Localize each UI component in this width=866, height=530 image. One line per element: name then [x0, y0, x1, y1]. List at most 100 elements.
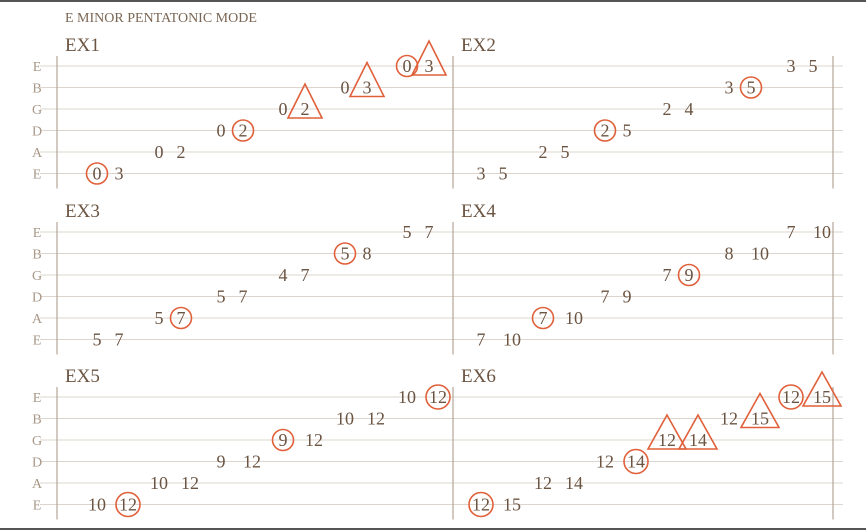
- triangle-mark: [348, 60, 386, 98]
- fret-number: 10: [565, 308, 583, 328]
- fret-number: 8: [363, 244, 372, 264]
- fret-number: 3: [725, 78, 734, 98]
- fret-number: 5: [217, 287, 226, 307]
- circle-mark: [468, 491, 494, 518]
- triangle-mark: [410, 39, 448, 76]
- string-label: A: [32, 477, 43, 492]
- fret-number: 2: [663, 99, 672, 119]
- circle-mark: [271, 428, 295, 452]
- fret-number: 12: [367, 409, 385, 429]
- fret-number: 9: [685, 265, 694, 285]
- exercise-label: EX6: [461, 366, 496, 387]
- fret-number: 14: [627, 452, 645, 472]
- fret-number: 0: [155, 142, 164, 162]
- fret-number: 0: [217, 121, 226, 141]
- fret-number: 9: [217, 452, 226, 472]
- triangle-mark: [677, 413, 719, 450]
- triangle-mark: [646, 413, 688, 450]
- fret-number: 3: [425, 56, 434, 76]
- fret-number: 15: [751, 409, 769, 429]
- fret-number: 12: [782, 387, 800, 407]
- fret-number: 7: [663, 265, 672, 285]
- fret-number: 10: [751, 244, 769, 264]
- circle-mark: [333, 242, 357, 265]
- fret-number: 3: [363, 78, 372, 98]
- fret-number: 7: [239, 287, 248, 307]
- fret-number: 7: [787, 222, 796, 242]
- circle-mark: [425, 384, 451, 410]
- fret-number: 15: [503, 495, 521, 515]
- fret-number: 0: [341, 78, 350, 98]
- fret-number: 9: [279, 430, 288, 450]
- string-label: D: [32, 456, 42, 471]
- fret-number: 10: [88, 495, 106, 515]
- fret-number: 12: [243, 452, 261, 472]
- string-label: G: [32, 434, 42, 449]
- fret-number: 7: [539, 308, 548, 328]
- page-title: E MINOR PENTATONIC MODE: [65, 11, 257, 26]
- fret-number: 7: [477, 330, 486, 350]
- fret-number: 12: [429, 387, 447, 407]
- fret-number: 4: [279, 265, 288, 285]
- fret-number: 10: [813, 222, 831, 242]
- exercise-label: EX4: [461, 201, 496, 222]
- circle-mark: [531, 306, 555, 330]
- fret-number: 3: [115, 164, 124, 184]
- fret-number: 7: [115, 330, 124, 350]
- fret-number: 4: [685, 99, 694, 119]
- fret-number: 5: [341, 244, 350, 264]
- fret-number: 12: [472, 495, 490, 515]
- fret-number: 5: [623, 121, 632, 141]
- string-label: G: [32, 269, 42, 284]
- circle-mark: [593, 119, 617, 142]
- circle-mark: [677, 263, 701, 287]
- fret-number: 14: [689, 430, 707, 450]
- fret-number: 7: [425, 222, 434, 242]
- fret-number: 12: [181, 473, 199, 493]
- fret-number: 7: [301, 265, 310, 285]
- circle-mark: [739, 76, 763, 99]
- fret-number: 12: [305, 430, 323, 450]
- string-label: G: [32, 103, 42, 118]
- fret-number: 7: [601, 287, 610, 307]
- string-label: D: [32, 291, 42, 306]
- circle-mark: [169, 306, 193, 330]
- fret-number: 3: [787, 56, 796, 76]
- circle-mark: [85, 162, 109, 185]
- exercise-label: EX3: [65, 201, 100, 222]
- string-label: D: [32, 125, 42, 140]
- fret-number: 14: [565, 473, 583, 493]
- fret-number: 10: [336, 409, 354, 429]
- exercise-label: EX5: [65, 366, 100, 387]
- fret-number: 2: [177, 142, 186, 162]
- string-label: E: [33, 391, 42, 406]
- fret-number: 5: [403, 222, 412, 242]
- string-label: A: [32, 312, 43, 327]
- triangle-mark: [286, 82, 324, 119]
- fret-number: 0: [279, 99, 288, 119]
- circle-mark: [623, 448, 649, 475]
- string-label: E: [33, 168, 42, 183]
- fret-number: 5: [499, 164, 508, 184]
- exercise-label: EX1: [65, 35, 100, 56]
- triangle-mark: [739, 391, 781, 429]
- fret-number: 10: [503, 330, 521, 350]
- fret-number: 10: [398, 387, 416, 407]
- string-label: A: [32, 146, 43, 161]
- circle-mark: [231, 119, 255, 142]
- fret-number: 12: [658, 430, 676, 450]
- string-label: B: [32, 82, 41, 97]
- fret-number: 2: [239, 121, 248, 141]
- fret-number: 12: [534, 473, 552, 493]
- fret-number: 2: [601, 121, 610, 141]
- string-label: E: [33, 499, 42, 514]
- fret-number: 2: [301, 99, 310, 119]
- fret-number: 15: [813, 387, 831, 407]
- fret-number: 12: [720, 409, 738, 429]
- fret-number: 12: [596, 452, 614, 472]
